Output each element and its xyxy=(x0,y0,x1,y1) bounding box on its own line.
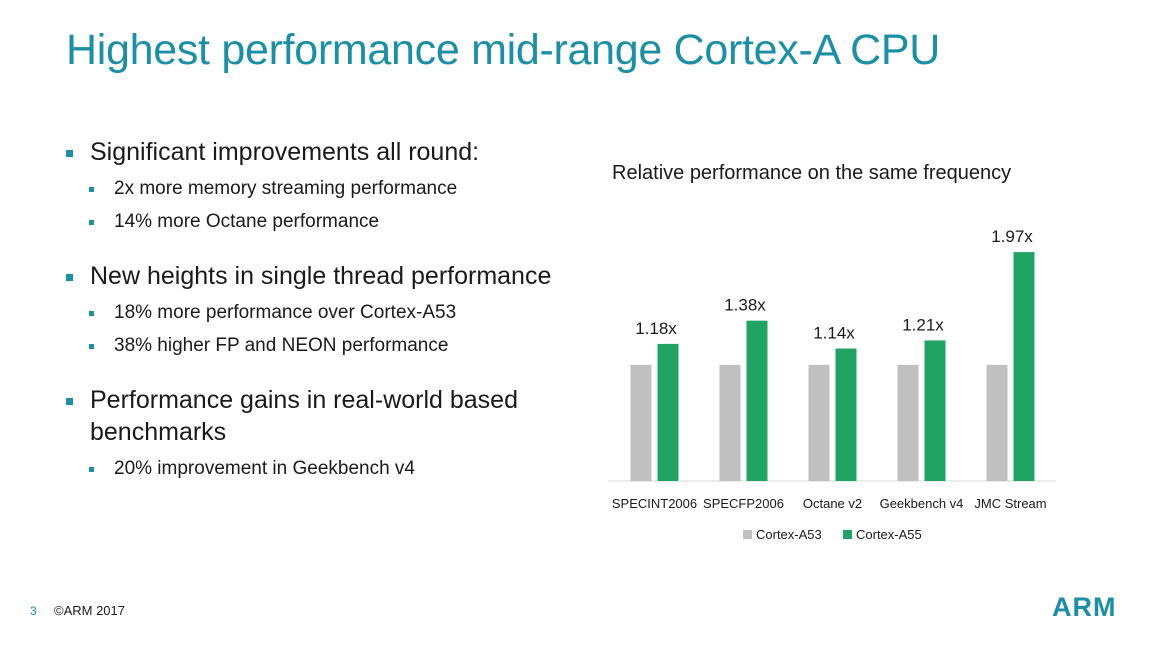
bar-a55 xyxy=(1013,252,1035,481)
bullet-improvements: Significant improvements all round: xyxy=(64,136,604,168)
bar-a53 xyxy=(986,364,1008,481)
bar-chart: 1.18x SPECINT2006 1.38x SPECFP2006 1.14x Octa… xyxy=(608,227,1056,542)
sub-bullet-perf-a53: 18% more performance over Cortex-A53 xyxy=(64,301,604,325)
data-label: 1.14x xyxy=(813,324,855,343)
x-tick-label: Geekbench v4 xyxy=(880,496,964,511)
bullet-single-thread: New heights in single thread performance xyxy=(64,260,604,292)
legend-swatch-a53 xyxy=(743,530,752,539)
bullet-real-world: Performance gains in real-world based be… xyxy=(64,384,604,448)
x-tick-label: SPECFP2006 xyxy=(703,496,784,511)
chart-title: Relative performance on the same frequen… xyxy=(612,162,1012,184)
legend-swatch-a55 xyxy=(843,530,852,539)
data-label: 1.38x xyxy=(724,296,766,315)
sub-bullet-octane: 14% more Octane performance xyxy=(64,210,604,234)
data-label: 1.97x xyxy=(991,227,1033,246)
bar-a55 xyxy=(657,343,679,481)
slide-title: Highest performance mid-range Cortex-A C… xyxy=(66,26,941,74)
bar-a55 xyxy=(835,348,857,481)
bar-a53 xyxy=(808,364,830,481)
data-label: 1.21x xyxy=(902,315,944,334)
bullet-list: Significant improvements all round: 2x m… xyxy=(64,136,604,481)
x-tick-label: JMC Stream xyxy=(974,496,1046,511)
page-number: 3 xyxy=(30,604,37,618)
bar-a53 xyxy=(630,364,652,481)
arm-logo: ARM xyxy=(1052,592,1117,622)
legend-label: Cortex-A53 xyxy=(756,527,822,542)
bar-a55 xyxy=(746,320,768,481)
bar-a55 xyxy=(924,340,946,481)
sub-bullet-memory: 2x more memory streaming performance xyxy=(64,177,604,201)
sub-bullet-fp-neon: 38% higher FP and NEON performance xyxy=(64,334,604,358)
x-tick-label: SPECINT2006 xyxy=(612,496,697,511)
copyright-text: ©ARM 2017 xyxy=(54,603,125,618)
bar-a53 xyxy=(719,364,741,481)
legend-label: Cortex-A55 xyxy=(856,527,922,542)
bar-a53 xyxy=(897,364,919,481)
sub-bullet-geekbench: 20% improvement in Geekbench v4 xyxy=(64,457,604,481)
data-label: 1.18x xyxy=(635,319,677,338)
x-tick-label: Octane v2 xyxy=(803,496,862,511)
